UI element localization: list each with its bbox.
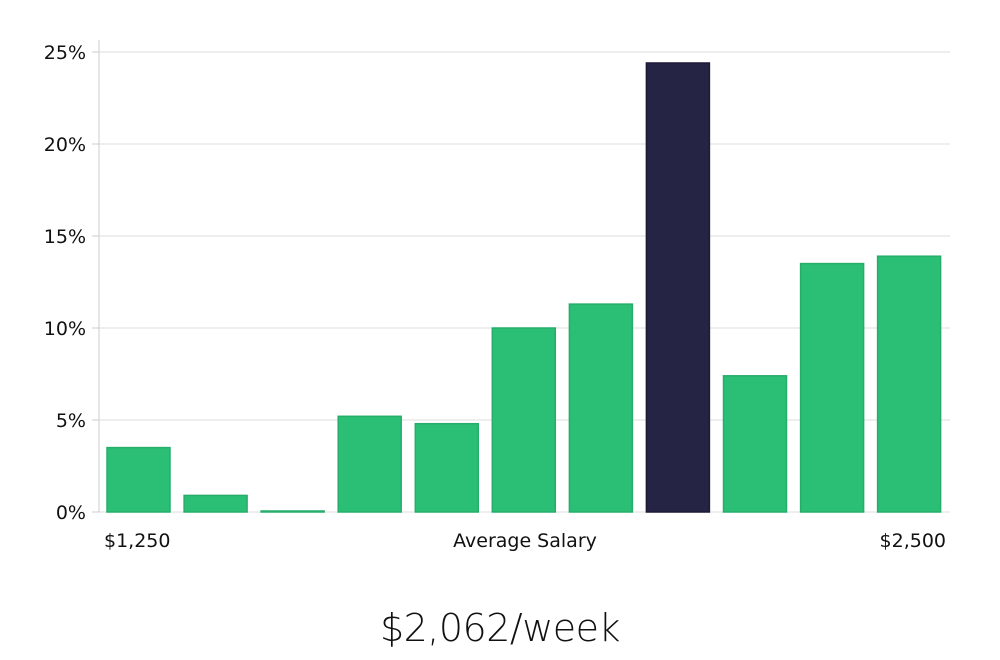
bar [414,422,480,513]
y-tick-label: 5% [56,410,86,432]
average-salary-headline: $2,062/week [379,606,621,650]
y-axis-ticks: 0% 5% 10% 15% 20% 25% [44,42,99,524]
x-range-end-label: $2,500 [880,530,946,552]
bar [106,446,171,513]
bar [183,494,248,513]
bar-highlighted [645,62,711,513]
y-tick-label: 15% [44,226,86,248]
y-tick-label: 0% [56,502,86,524]
bar [260,510,325,513]
y-tick-label: 20% [44,134,86,156]
bar [799,262,865,513]
bar [722,375,788,513]
x-range-start-label: $1,250 [104,530,170,552]
y-tick-label: 25% [44,42,86,64]
y-tick-label: 10% [44,318,86,340]
bar [491,327,557,513]
salary-histogram: 0% 5% 10% 15% 20% 25% $1,250 Average Salary $… [44,40,950,552]
bar [337,415,402,513]
bar [876,255,942,513]
bars [106,62,942,513]
x-axis-title: Average Salary [453,530,597,552]
bar [568,303,634,513]
